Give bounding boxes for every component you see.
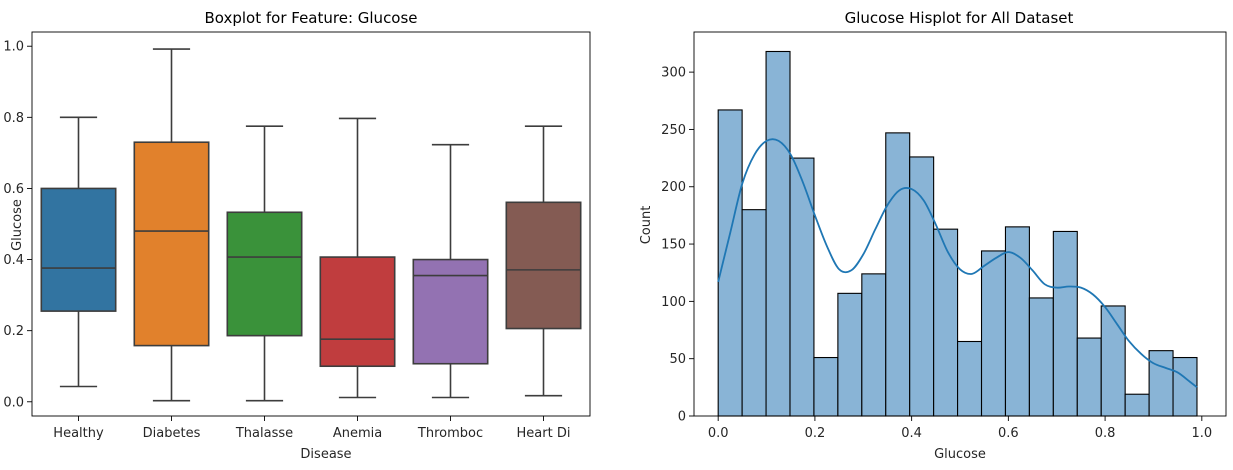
histogram-bar [1052,230,1078,417]
box-body [226,211,303,337]
x-tick-label: 1.0 [1191,426,1212,441]
histogram-x-ticks: 0.0 0.2 0.4 0.6 0.8 1.0 [708,416,1212,441]
boxplot-plot-frame [31,31,591,417]
histogram-bar [885,132,911,417]
boxplot-chart: Boxplot for Feature: Glucose 0.00.20.40.… [3,9,591,462]
histogram-y-ticks: 0 50 100 150 200 250 300 [661,66,694,425]
histogram-bar [789,157,815,417]
y-tick-label: 0.0 [3,395,24,410]
x-tick-label: Diabetes [143,426,201,441]
x-tick-label: Thromboc [417,426,483,441]
box-body [412,258,489,365]
histogram-bar [1076,337,1102,417]
box-thromboc [412,143,489,399]
histogram-bar [813,356,839,417]
histogram-bar [933,228,959,417]
boxplot-x-axis-label: Disease [300,447,351,462]
boxplot-x-ticks: Healthy Diabetes Thalasse Anemia Thromboc Hea… [53,416,570,441]
histogram-bar [861,273,887,417]
y-tick-label: 1.0 [3,40,24,55]
x-tick-label: 0.4 [901,426,922,441]
box-body [319,256,396,368]
histogram-bar [1124,393,1150,417]
boxplot-marks [40,48,582,402]
y-tick-label: 0.8 [3,111,24,126]
box-body [133,141,210,347]
x-tick-label: 0.0 [708,426,729,441]
y-tick-label: 0 [678,410,686,425]
histogram-bars [717,50,1198,417]
boxplot-y-axis-label: Glucose [10,199,25,251]
histogram-bar [765,50,791,417]
y-tick-label: 50 [669,352,686,367]
y-tick-label: 200 [661,180,686,195]
box-healthy [40,116,117,388]
histogram-bar [957,340,983,417]
histogram-title: Glucose Hisplot for All Dataset [845,9,1074,27]
histogram-bar [1172,356,1198,417]
y-tick-label: 0.2 [3,324,24,339]
boxplot-y-ticks: 0.0 0.2 0.4 0.6 0.8 1.0 [3,40,32,410]
histogram-y-axis-label: Count [639,206,654,245]
histogram-bar [1028,297,1054,417]
x-tick-label: 0.8 [1095,426,1116,441]
y-tick-label: 100 [661,295,686,310]
histogram-bar [980,250,1007,417]
histogram-x-axis-label: Glucose [934,447,986,462]
y-tick-label: 150 [661,238,686,253]
boxplot-title: Boxplot for Feature: Glucose [204,9,417,27]
histogram-plot-frame [693,31,1227,417]
y-tick-label: 0.4 [3,253,24,268]
x-tick-label: Healthy [53,426,104,441]
histogram-bar [909,156,935,417]
y-tick-label: 300 [661,66,686,81]
histogram-bar [741,209,767,417]
x-tick-label: Anemia [333,426,382,441]
box-body [40,187,117,312]
box-anemia [319,117,396,399]
histogram-bar [837,292,863,417]
box-heart-di [505,125,582,397]
histogram-bar [1148,350,1174,417]
x-tick-label: Heart Di [517,426,571,441]
kde-line [717,138,1198,389]
y-tick-label: 0.6 [3,182,24,197]
box-thalasse [226,125,303,402]
x-tick-label: Thalasse [235,426,293,441]
box-body [505,201,582,330]
histogram-chart: Glucose Hisplot for All Dataset 0 50 100 15… [639,9,1227,462]
histogram-bar [717,109,743,417]
box-diabetes [133,48,210,402]
y-tick-label: 250 [661,123,686,138]
histogram-bar [1100,305,1126,417]
x-tick-label: 0.2 [805,426,826,441]
x-tick-label: 0.6 [998,426,1019,441]
